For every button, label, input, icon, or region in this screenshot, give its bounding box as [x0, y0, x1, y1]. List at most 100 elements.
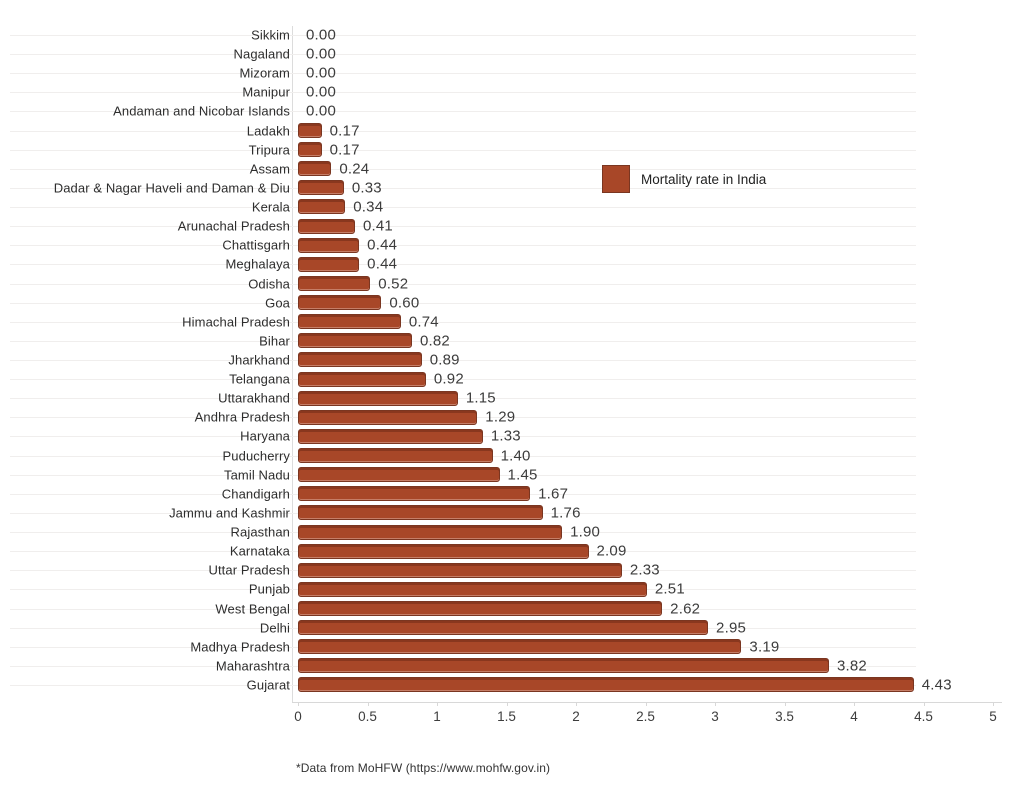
value-label: 0.92	[433, 370, 464, 388]
gridline	[10, 54, 916, 56]
x-tick-label: 2.5	[636, 709, 655, 724]
bar	[298, 123, 322, 138]
chart-row: Odisha 0.52	[0, 274, 1024, 293]
gridline	[10, 207, 916, 209]
bar	[298, 237, 360, 253]
value-label: 0.44	[367, 255, 398, 273]
legend-swatch	[602, 165, 630, 193]
category-label: Meghalaya	[225, 256, 290, 272]
x-tick-label: 0.5	[358, 709, 377, 724]
category-label: Uttar Pradesh	[208, 562, 290, 578]
chart-row: Uttarakhand 1.15	[0, 389, 1024, 408]
chart-row: Dadar & Nagar Haveli and Daman & Diu 0.33	[0, 178, 1024, 197]
chart-row: Sikkim 0.00	[0, 25, 1024, 44]
chart-row: Delhi 2.95	[0, 618, 1024, 637]
bar	[298, 562, 622, 578]
value-label: 0.17	[329, 141, 360, 159]
chart-row: Telangana 0.92	[0, 370, 1024, 389]
category-label: Sikkim	[251, 27, 290, 43]
category-label: Arunachal Pradesh	[177, 218, 290, 234]
value-label: 1.90	[570, 523, 601, 541]
gridline	[10, 245, 916, 247]
chart-row: Uttar Pradesh 2.33	[0, 561, 1024, 580]
category-label: Manipur	[242, 84, 290, 100]
bar	[298, 639, 742, 655]
value-label: 2.95	[716, 619, 747, 637]
bar	[298, 543, 589, 559]
x-tick-label: 5	[989, 709, 997, 724]
gridline	[10, 398, 916, 400]
x-tick-label: 3	[711, 709, 719, 724]
category-label: Himachal Pradesh	[182, 314, 290, 330]
category-label: West Bengal	[215, 601, 290, 617]
chart-row: Kerala 0.34	[0, 197, 1024, 216]
category-label: Maharashtra	[215, 658, 290, 674]
value-label: 0.00	[306, 26, 336, 44]
value-label: 1.45	[507, 466, 538, 484]
bar	[298, 161, 332, 177]
value-label: 0.00	[306, 64, 336, 82]
bar	[298, 486, 531, 502]
bar	[298, 142, 322, 158]
value-label: 0.52	[378, 275, 409, 292]
x-tick-mark	[506, 702, 508, 706]
chart-row: Tripura 0.17	[0, 140, 1024, 159]
category-label: Rajasthan	[230, 524, 290, 540]
value-label: 1.67	[538, 485, 569, 503]
bar	[298, 180, 344, 196]
x-tick-label: 4.5	[914, 709, 933, 724]
value-label: 0.89	[429, 351, 460, 369]
chart-row: West Bengal 2.62	[0, 599, 1024, 618]
bar	[298, 505, 543, 521]
value-label: 2.51	[654, 580, 685, 598]
legend: Mortality rate in India	[602, 165, 766, 193]
chart-row: Tamil Nadu 1.45	[0, 465, 1024, 484]
bar	[298, 352, 422, 368]
chart-row: Gujarat 4.43	[0, 675, 1024, 694]
chart-row: Jammu and Kashmir 1.76	[0, 503, 1024, 522]
category-label: Delhi	[259, 620, 290, 636]
bar	[298, 333, 412, 349]
x-tick-mark	[784, 702, 786, 706]
x-tick-label: 4	[850, 709, 858, 724]
gridline	[10, 302, 916, 304]
x-tick-mark	[298, 702, 299, 706]
x-tick-mark	[715, 702, 716, 706]
gridline	[10, 130, 916, 132]
chart-row: Chandigarh 1.67	[0, 484, 1024, 503]
value-label: 0.44	[367, 236, 398, 254]
value-label: 0.41	[362, 217, 393, 235]
category-label: Nagaland	[233, 46, 290, 62]
bar	[298, 275, 371, 291]
y-axis-line	[292, 26, 293, 703]
category-label: Odisha	[248, 276, 290, 291]
category-label: Madhya Pradesh	[190, 639, 290, 655]
x-tick-label: 3.5	[775, 709, 794, 724]
x-tick-label: 1	[433, 709, 441, 724]
category-label: Chattisgarh	[222, 237, 290, 253]
category-label: Jharkhand	[228, 352, 290, 368]
value-label: 3.19	[749, 638, 780, 656]
bar	[298, 467, 500, 483]
bar	[298, 620, 709, 636]
category-label: Dadar & Nagar Haveli and Daman & Diu	[53, 180, 290, 196]
category-label: Jammu and Kashmir	[169, 505, 290, 521]
x-axis-line	[292, 702, 1002, 703]
chart-row: Goa 0.60	[0, 293, 1024, 312]
chart-row: Chattisgarh 0.44	[0, 236, 1024, 255]
gridline	[10, 187, 916, 189]
value-label: 1.76	[550, 504, 581, 522]
category-label: Karnataka	[229, 543, 290, 559]
footnote-source: *Data from MoHFW (https://www.mohfw.gov.…	[296, 761, 551, 775]
gridline	[10, 359, 916, 361]
value-label: 0.24	[339, 160, 370, 178]
value-label: 2.33	[629, 561, 660, 579]
gridline	[10, 73, 916, 75]
x-tick-label: 0	[294, 709, 302, 724]
gridline	[10, 379, 916, 381]
value-label: 0.34	[353, 198, 384, 216]
value-label: 0.00	[306, 45, 336, 63]
gridline	[10, 92, 916, 94]
chart-row: Andaman and Nicobar Islands 0.00	[0, 102, 1024, 121]
